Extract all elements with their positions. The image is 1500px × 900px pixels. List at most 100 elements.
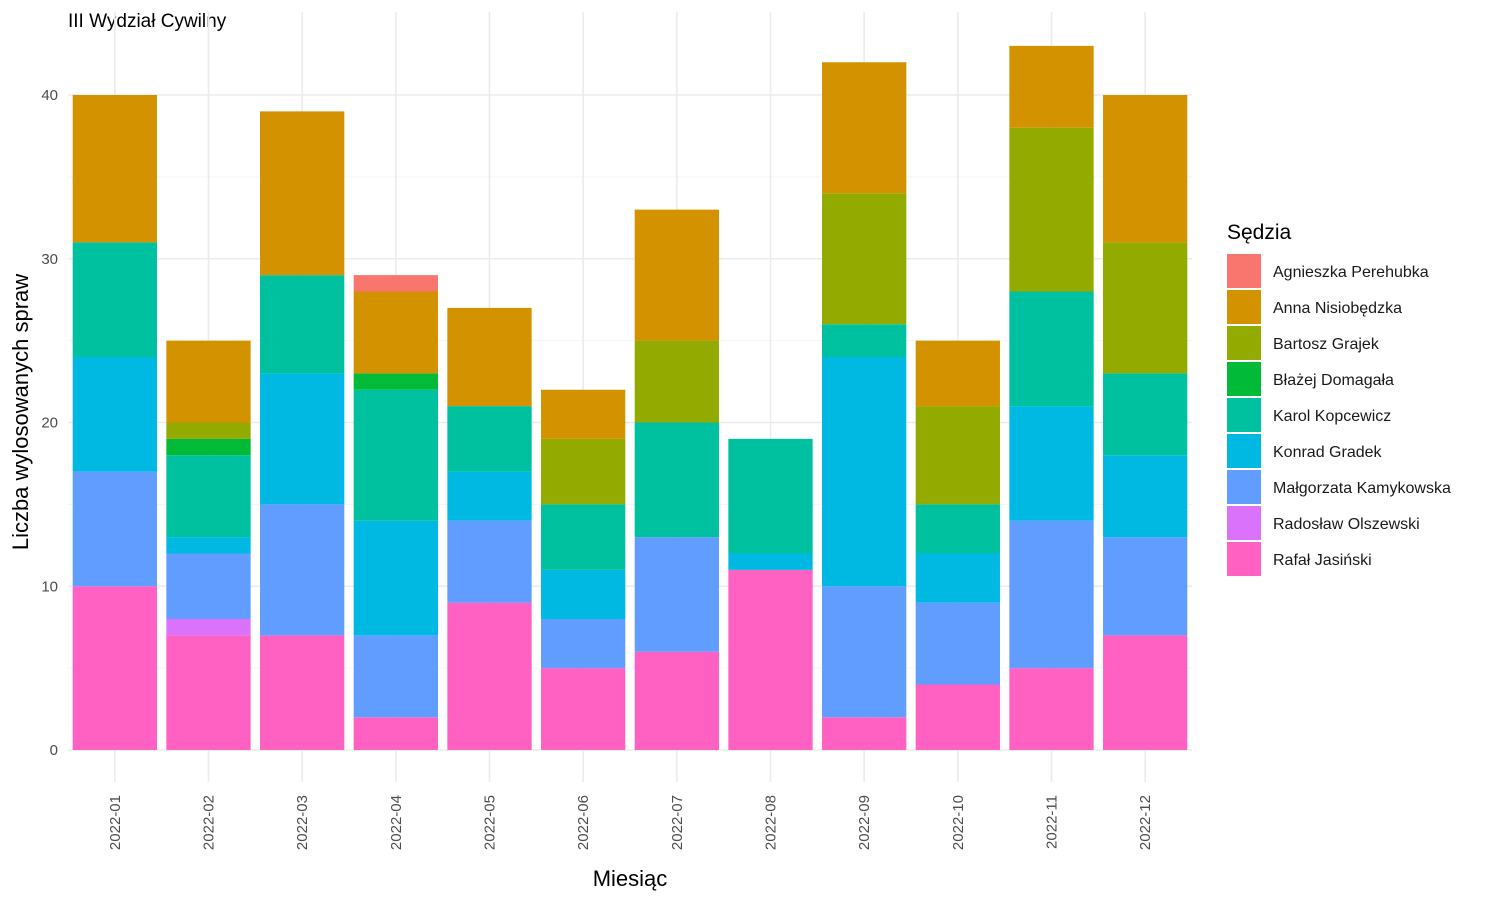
bar-segment [1103,242,1188,374]
x-tick-label: 2022-12 [1137,795,1154,850]
bar-segment [72,586,157,750]
legend-key [1227,434,1261,468]
x-tick-label: 2022-04 [388,795,405,850]
bar-segment [447,471,532,521]
bar-segment [728,553,813,570]
bar-segment [72,471,157,587]
bar-segment [1009,127,1094,292]
bar-segment [166,553,251,619]
legend-key [1227,398,1261,432]
legend-key [1227,326,1261,360]
bar-segment [72,95,157,243]
bar-segment [1103,537,1188,636]
x-tick-label: 2022-07 [669,795,686,850]
bar-segment [166,635,251,750]
bar-segment [634,209,719,341]
bar-segment [260,504,345,636]
bar-segment [260,111,345,276]
bar-segment [822,193,907,325]
bar-segment [166,422,251,439]
bar-segment [541,668,626,750]
bar-segment [728,438,813,554]
bar-segment [1009,668,1094,750]
bar-segment [915,504,1000,554]
legend-key [1227,506,1261,540]
bar-segment [260,275,345,374]
bar-segment [915,602,1000,685]
x-tick-label: 2022-01 [107,795,124,850]
x-tick-label: 2022-09 [856,795,873,850]
legend-label: Bartosz Grajek [1273,336,1380,353]
legend-label: Karol Kopcewicz [1273,408,1391,425]
bar-segment [915,340,1000,407]
bar-segment [822,717,907,750]
bar-segment [72,242,157,357]
bar-segment [1009,291,1094,407]
bar-segment [166,537,251,554]
bars [72,45,1188,750]
bar-segment [541,619,626,669]
legend-key [1227,542,1261,576]
y-tick-label: 20 [41,415,58,432]
bar-segment [822,324,907,357]
bar-segment [353,635,438,718]
bar-segment [1103,373,1188,456]
x-axis-title: Miesiąc [593,866,668,891]
legend-key [1227,290,1261,324]
bar-segment [541,438,626,505]
y-tick-label: 30 [41,251,58,268]
bar-segment [353,717,438,750]
bar-segment [728,569,813,750]
bar-segment [166,340,251,423]
legend-label: Błażej Domagała [1273,372,1394,389]
bar-segment [822,62,907,194]
x-tick-label: 2022-03 [294,795,311,850]
bar-segment [915,553,1000,603]
bar-segment [260,373,345,505]
bar-segment [1009,406,1094,521]
bar-segment [166,438,251,456]
x-tick-label: 2022-10 [950,795,967,850]
bar-segment [447,406,532,472]
legend-title: Sędzia [1227,221,1292,244]
legend-label: Rafał Jasiński [1273,552,1372,569]
x-axis-ticks: 2022-01 2022-02 2022-03 2022-04 2022-05 2022-… [107,795,1154,850]
bar-segment [822,586,907,718]
legend-label: Konrad Gradek [1273,444,1383,461]
bar-segment [915,684,1000,750]
y-axis-title: Liczba wylosowanych spraw [8,274,33,550]
bar-segment [1009,45,1094,128]
bar-segment [634,422,719,538]
x-tick-label: 2022-06 [575,795,592,850]
x-tick-label: 2022-05 [482,795,499,850]
bar-segment [447,307,532,407]
y-tick-label: 0 [50,742,58,759]
bar-segment [1103,95,1188,243]
bar-segment [541,504,626,570]
bar-segment [634,340,719,423]
legend-key [1227,254,1261,288]
bar-segment [915,406,1000,505]
bar-segment [72,357,157,472]
bar-segment [166,455,251,538]
bar-segment [447,602,532,750]
bar-segment [353,291,438,374]
bar-segment [1103,635,1188,750]
bar-segment [353,520,438,636]
bar-segment [634,651,719,750]
x-tick-label: 2022-11 [1044,795,1061,849]
legend: Sędzia Agnieszka Perehubka Anna Nisiobędz… [1227,221,1451,576]
bar-segment [353,275,438,292]
bar-segment [634,537,719,652]
legend-label: Agnieszka Perehubka [1273,264,1429,281]
legend-key [1227,470,1261,504]
bar-segment [1009,520,1094,669]
legend-label: Małgorzata Kamykowska [1273,480,1451,497]
bar-segment [353,389,438,521]
bar-segment [1103,455,1188,538]
x-tick-label: 2022-08 [763,795,780,850]
legend-label: Radosław Olszewski [1273,516,1420,533]
bar-segment [260,635,345,750]
y-axis-ticks: 0 10 20 30 40 [41,87,58,759]
